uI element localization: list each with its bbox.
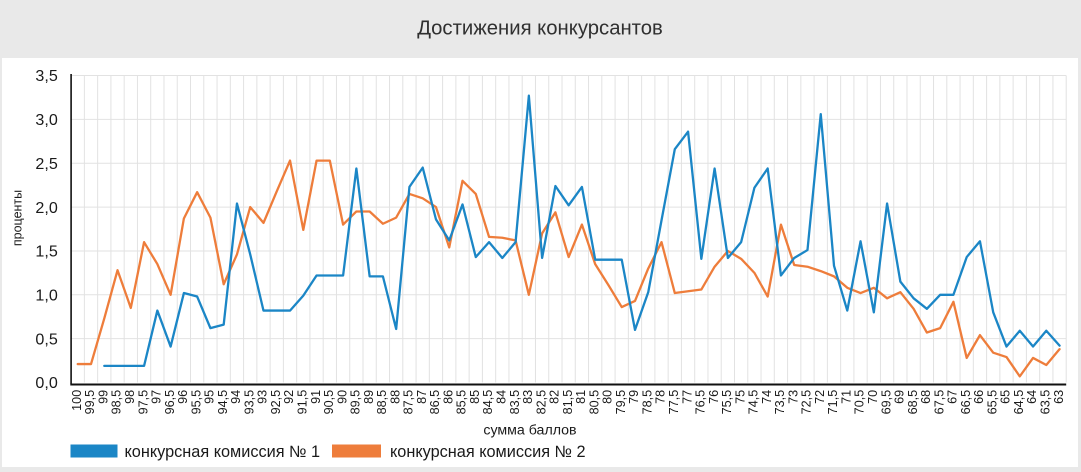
svg-text:74: 74 <box>760 390 774 404</box>
svg-text:97,5: 97,5 <box>136 390 150 415</box>
svg-text:93: 93 <box>256 390 270 404</box>
svg-text:99,5: 99,5 <box>83 390 97 415</box>
svg-text:89: 89 <box>362 390 376 404</box>
svg-text:1,0: 1,0 <box>35 286 57 304</box>
svg-text:3,5: 3,5 <box>35 67 57 85</box>
svg-text:71,5: 71,5 <box>826 390 840 415</box>
svg-text:75,5: 75,5 <box>720 390 734 415</box>
svg-text:87: 87 <box>415 390 429 404</box>
svg-text:93,5: 93,5 <box>242 390 256 415</box>
svg-text:70,5: 70,5 <box>853 390 867 415</box>
svg-text:95,5: 95,5 <box>189 390 203 415</box>
svg-text:66,5: 66,5 <box>959 390 973 415</box>
svg-text:72,5: 72,5 <box>800 390 814 415</box>
svg-text:74,5: 74,5 <box>747 390 761 415</box>
svg-text:76,5: 76,5 <box>694 390 708 415</box>
svg-text:77: 77 <box>680 390 694 404</box>
svg-text:63: 63 <box>1052 390 1066 404</box>
svg-text:82,5: 82,5 <box>534 390 548 415</box>
svg-text:проценты: проценты <box>11 190 25 246</box>
svg-text:71: 71 <box>839 390 853 404</box>
svg-text:0,5: 0,5 <box>35 330 57 348</box>
svg-text:88: 88 <box>388 390 402 404</box>
svg-text:92,5: 92,5 <box>269 390 283 415</box>
svg-text:64: 64 <box>1025 390 1039 404</box>
svg-text:85,5: 85,5 <box>455 390 469 415</box>
svg-text:90,5: 90,5 <box>322 390 336 415</box>
svg-text:80,5: 80,5 <box>587 390 601 415</box>
svg-text:68: 68 <box>919 390 933 404</box>
svg-text:90: 90 <box>335 390 349 404</box>
svg-text:75: 75 <box>733 390 747 404</box>
svg-text:76: 76 <box>707 390 721 404</box>
svg-text:86,5: 86,5 <box>428 390 442 415</box>
svg-text:63,5: 63,5 <box>1039 390 1053 415</box>
svg-text:98: 98 <box>123 390 137 404</box>
svg-text:1,5: 1,5 <box>35 243 57 261</box>
svg-text:100: 100 <box>70 390 84 411</box>
svg-text:65: 65 <box>999 390 1013 404</box>
svg-text:95: 95 <box>203 390 217 404</box>
svg-text:сумма баллов: сумма баллов <box>483 423 576 439</box>
svg-text:72: 72 <box>813 390 827 404</box>
svg-text:64,5: 64,5 <box>1012 390 1026 415</box>
svg-text:81: 81 <box>574 390 588 404</box>
svg-text:89,5: 89,5 <box>349 390 363 415</box>
svg-text:конкурсная комиссия № 2: конкурсная комиссия № 2 <box>390 443 586 461</box>
svg-text:68,5: 68,5 <box>906 390 920 415</box>
svg-text:96: 96 <box>176 390 190 404</box>
svg-text:83,5: 83,5 <box>508 390 522 415</box>
svg-text:73: 73 <box>786 390 800 404</box>
svg-text:конкурсная комиссия № 1: конкурсная комиссия № 1 <box>125 443 321 461</box>
svg-text:2,5: 2,5 <box>35 155 57 173</box>
svg-text:91,5: 91,5 <box>296 390 310 415</box>
svg-text:98,5: 98,5 <box>110 390 124 415</box>
svg-text:81,5: 81,5 <box>561 390 575 415</box>
svg-text:97: 97 <box>150 390 164 404</box>
svg-text:91: 91 <box>309 390 323 404</box>
svg-text:2,0: 2,0 <box>35 199 57 217</box>
svg-text:78,5: 78,5 <box>640 390 654 415</box>
svg-text:79,5: 79,5 <box>614 390 628 415</box>
svg-text:70: 70 <box>866 390 880 404</box>
svg-text:0,0: 0,0 <box>35 374 57 392</box>
svg-text:94,5: 94,5 <box>216 390 230 415</box>
svg-text:85: 85 <box>468 390 482 404</box>
svg-text:77,5: 77,5 <box>667 390 681 415</box>
svg-text:Достижения конкурсантов: Достижения конкурсантов <box>417 18 663 40</box>
svg-text:86: 86 <box>441 390 455 404</box>
svg-text:82: 82 <box>548 390 562 404</box>
svg-text:65,5: 65,5 <box>985 390 999 415</box>
svg-text:88,5: 88,5 <box>375 390 389 415</box>
svg-text:84: 84 <box>495 390 509 404</box>
svg-text:83: 83 <box>521 390 535 404</box>
svg-text:3,0: 3,0 <box>35 111 57 129</box>
svg-text:69: 69 <box>893 390 907 404</box>
svg-text:99: 99 <box>96 390 110 404</box>
svg-text:78: 78 <box>654 390 668 404</box>
svg-text:66: 66 <box>972 390 986 404</box>
svg-text:84,5: 84,5 <box>481 390 495 415</box>
svg-text:69,5: 69,5 <box>879 390 893 415</box>
svg-text:80: 80 <box>601 390 615 404</box>
svg-text:94: 94 <box>229 390 243 404</box>
svg-text:87,5: 87,5 <box>402 390 416 415</box>
svg-text:67: 67 <box>946 390 960 404</box>
svg-text:67,5: 67,5 <box>932 390 946 415</box>
svg-text:92: 92 <box>282 390 296 404</box>
svg-text:73,5: 73,5 <box>773 390 787 415</box>
svg-text:96,5: 96,5 <box>163 390 177 415</box>
svg-text:79: 79 <box>627 390 641 404</box>
